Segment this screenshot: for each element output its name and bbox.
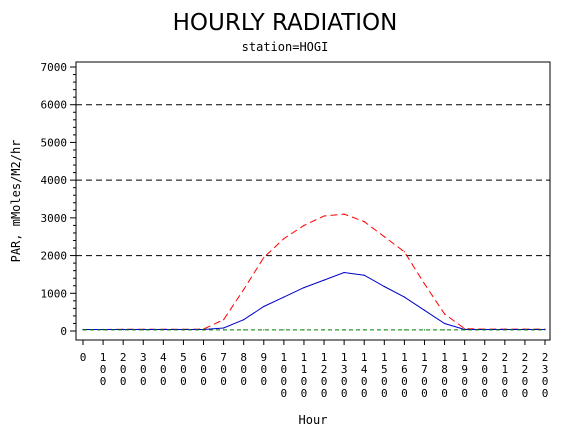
series-2-point-16 [403, 329, 405, 331]
series-2-point-8 [243, 329, 245, 331]
series-2-point-0 [82, 329, 84, 331]
series-2-point-20 [484, 329, 486, 331]
series-2-point-1 [102, 329, 104, 331]
series-2-point-10 [283, 329, 285, 331]
x-tick-label: 0 [80, 351, 87, 364]
series-2-point-23 [544, 329, 546, 331]
series-2-point-22 [524, 329, 526, 331]
series-0-point-11 [303, 224, 305, 226]
y-tick-label: 0 [60, 325, 67, 338]
x-axis: 0 1 0 0 2 0 0 3 0 0 4 0 0 5 0 0 6 0 0 7 0 0 8 0 0 9 0 0 1 0 0 0 1 1 0 0 1 2 0 0… [80, 340, 549, 400]
series-1-point-8 [243, 319, 245, 321]
y-tick-label: 7000 [41, 61, 68, 74]
series-0-point-17 [423, 283, 426, 285]
series-2-point-2 [122, 329, 124, 331]
series-2-point-14 [363, 329, 365, 331]
series-0-point-9 [263, 256, 265, 259]
series-2-point-17 [423, 329, 426, 331]
series-1-point-7 [223, 327, 225, 329]
series-1-point-15 [383, 285, 385, 288]
series-1-point-12 [323, 279, 325, 281]
series-0-point-18 [444, 313, 446, 315]
y-axis: 0 1000 2000 3000 4000 5000 6000 7000 [41, 61, 76, 338]
series-2-point-5 [182, 329, 184, 331]
series-1-point-13 [343, 271, 345, 274]
series-1-point-17 [423, 309, 426, 311]
series-1-point-16 [403, 296, 405, 298]
plot-frame [75, 61, 551, 341]
series-0-point-14 [363, 221, 365, 223]
chart-subtitle: station=HOGI [242, 40, 329, 54]
chart-title: HOURLY RADIATION [173, 10, 398, 36]
series-1-point-10 [283, 296, 285, 298]
series-2-point-15 [383, 329, 385, 331]
series-1-point-9 [263, 305, 265, 308]
series-2-point-3 [142, 329, 144, 331]
series-0-point-12 [323, 215, 325, 217]
series-2-point-13 [343, 329, 345, 331]
series-2-point-4 [162, 329, 164, 331]
x-axis-label: Hour [299, 413, 328, 427]
y-tick-label: 2000 [41, 250, 68, 263]
y-axis-label: PAR, mMoles/M2/hr [9, 140, 23, 263]
series-layer [82, 213, 546, 331]
series-1-point-18 [444, 322, 446, 325]
series-2-point-6 [202, 329, 205, 331]
series-2-point-12 [323, 329, 325, 331]
series-0-point-13 [343, 213, 345, 215]
series-0-point-7 [223, 319, 225, 321]
series-2-point-21 [504, 329, 506, 331]
series-line-0 [83, 213, 545, 330]
series-1-point-14 [363, 274, 365, 276]
series-2-point-7 [223, 329, 225, 331]
y-tick-label: 4000 [41, 174, 68, 187]
series-line-1 [83, 271, 545, 330]
series-0-point-8 [243, 288, 245, 291]
y-tick-label: 3000 [41, 212, 68, 225]
y-tick-label: 1000 [41, 287, 68, 300]
series-2-point-9 [263, 329, 265, 331]
series-2-point-11 [303, 329, 305, 331]
series-2-point-18 [444, 329, 446, 331]
series-0-point-16 [403, 251, 405, 253]
series-2-point-19 [464, 329, 466, 331]
y-tick-label: 6000 [41, 99, 68, 112]
series-0-point-10 [283, 238, 285, 240]
y-tick-label: 5000 [41, 136, 68, 149]
series-0-point-15 [383, 236, 385, 238]
series-1-point-11 [303, 287, 305, 289]
grid-lines [76, 104, 550, 257]
